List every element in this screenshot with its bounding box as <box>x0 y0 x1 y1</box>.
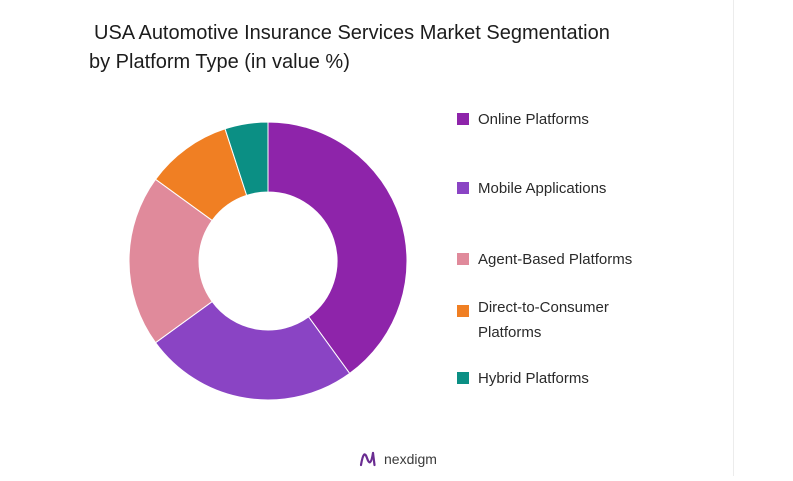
legend-swatch-agent-based-platforms <box>457 253 469 265</box>
chart-title: USA Automotive Insurance Services Market… <box>89 19 734 77</box>
legend-label-agent-based-platforms: Agent-Based Platforms <box>478 251 633 268</box>
legend-label-hybrid-platforms: Hybrid Platforms <box>478 370 589 387</box>
chart-legend: Online Platforms Mobile Applications Age… <box>457 0 727 481</box>
legend-item-agent-based-platforms: Agent-Based Platforms <box>457 249 698 271</box>
legend-item-direct-to-consumer-platforms: Direct-to-Consumer Platforms <box>457 297 698 344</box>
legend-label-direct-to-consumer-platforms: Direct-to-Consumer Platforms <box>478 299 609 341</box>
legend-swatch-hybrid-platforms <box>457 372 469 384</box>
chart-title-line-2: by Platform Type (in value %) <box>89 51 350 73</box>
donut-slice-hybrid-platforms <box>224 121 269 197</box>
donut-slice-agent-based-platforms <box>128 178 213 344</box>
donut-chart <box>128 121 408 401</box>
legend-item-online-platforms: Online Platforms <box>457 109 698 131</box>
legend-item-hybrid-platforms: Hybrid Platforms <box>457 368 698 390</box>
legend-item-mobile-applications: Mobile Applications <box>457 178 698 200</box>
nexdigm-logo-icon <box>359 451 376 467</box>
legend-swatch-mobile-applications <box>457 182 469 194</box>
legend-label-online-platforms: Online Platforms <box>478 111 589 128</box>
brand-logo: nexdigm <box>358 449 437 469</box>
donut-slice-mobile-applications <box>154 300 351 401</box>
legend-label-mobile-applications: Mobile Applications <box>478 180 607 197</box>
legend-swatch-online-platforms <box>457 113 469 125</box>
right-border-rule <box>733 0 734 476</box>
donut-slice-online-platforms <box>267 121 408 375</box>
chart-title-line-1: USA Automotive Insurance Services Market… <box>94 22 610 44</box>
legend-swatch-direct-to-consumer-platforms <box>457 305 469 317</box>
brand-name: nexdigm <box>384 451 437 467</box>
